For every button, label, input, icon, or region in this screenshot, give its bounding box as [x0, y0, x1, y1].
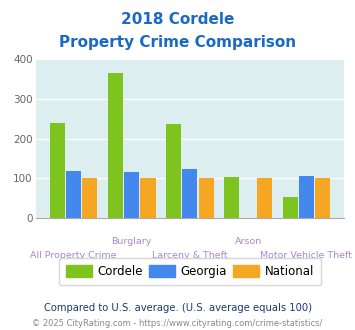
- Text: All Property Crime: All Property Crime: [30, 251, 117, 260]
- Bar: [66, 171, 81, 218]
- Bar: [50, 123, 65, 218]
- Text: Arson: Arson: [235, 237, 262, 246]
- Bar: [283, 197, 298, 218]
- Bar: [182, 170, 197, 218]
- Bar: [257, 178, 272, 218]
- Text: 2018 Cordele: 2018 Cordele: [121, 12, 234, 26]
- Bar: [166, 123, 181, 218]
- Text: Property Crime Comparison: Property Crime Comparison: [59, 35, 296, 50]
- Bar: [299, 176, 314, 218]
- Text: Compared to U.S. average. (U.S. average equals 100): Compared to U.S. average. (U.S. average …: [44, 303, 311, 313]
- Text: Larceny & Theft: Larceny & Theft: [152, 251, 228, 260]
- Text: Burglary: Burglary: [111, 237, 152, 246]
- Bar: [224, 178, 239, 218]
- Legend: Cordele, Georgia, National: Cordele, Georgia, National: [59, 257, 321, 285]
- Bar: [141, 178, 155, 218]
- Bar: [315, 178, 330, 218]
- Bar: [199, 178, 214, 218]
- Text: Motor Vehicle Theft: Motor Vehicle Theft: [261, 251, 353, 260]
- Text: © 2025 CityRating.com - https://www.cityrating.com/crime-statistics/: © 2025 CityRating.com - https://www.city…: [32, 319, 323, 328]
- Bar: [82, 178, 97, 218]
- Bar: [124, 172, 139, 218]
- Bar: [108, 73, 123, 218]
